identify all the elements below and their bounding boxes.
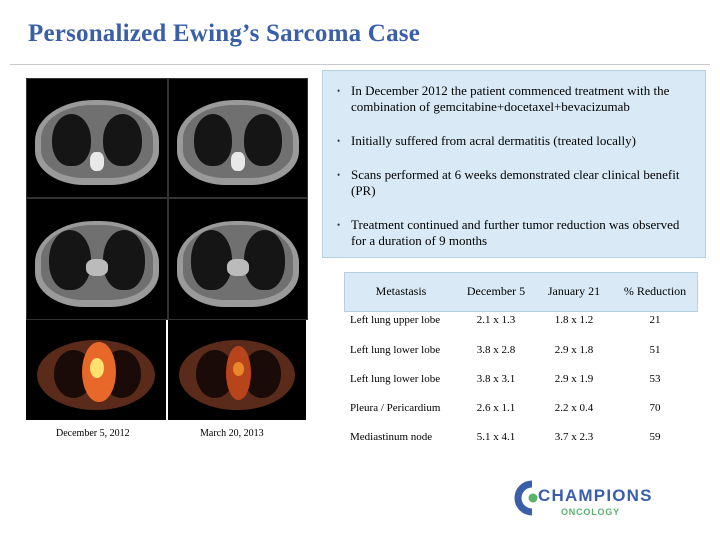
scan-caption-left: December 5, 2012 xyxy=(56,428,130,439)
pet-scan-right xyxy=(168,320,306,420)
table-header-row xyxy=(344,272,698,312)
table-cell: 59 xyxy=(649,431,661,443)
table-cell: 3.8 x 3.1 xyxy=(476,373,516,385)
table-header-jan21: January 21 xyxy=(547,284,601,298)
table-cell: Left lung upper lobe xyxy=(350,314,441,326)
ct-scan-upper-right xyxy=(168,78,308,198)
ct-scan-middle-right xyxy=(168,198,308,320)
table-cell: Mediastinum node xyxy=(350,431,433,443)
table-cell: 70 xyxy=(649,402,661,414)
table-cell: Left lung lower lobe xyxy=(350,344,441,356)
ct-scan-middle-left xyxy=(26,198,168,320)
bullet-marker: • xyxy=(337,86,341,96)
table-cell: 2.6 x 1.1 xyxy=(476,402,516,414)
bullet-text: Scans performed at 6 weeks demonstrated … xyxy=(351,167,680,198)
logo-subtitle: ONCOLOGY xyxy=(561,507,620,517)
slide-title: Personalized Ewing’s Sarcoma Case xyxy=(28,20,420,47)
table-cell: 53 xyxy=(649,373,661,385)
table-header-dec5: December 5 xyxy=(466,284,526,298)
table-cell: Pleura / Pericardium xyxy=(350,402,441,414)
title-divider xyxy=(10,64,710,65)
table-header-metastasis: Metastasis xyxy=(375,284,427,298)
table-cell: 3.7 x 2.3 xyxy=(554,431,594,443)
bullet-item: • Treatment continued and further tumor … xyxy=(337,217,697,249)
champions-logo-icon xyxy=(514,480,538,516)
bullet-marker: • xyxy=(337,136,341,146)
bullet-item: • In December 2012 the patient commenced… xyxy=(337,83,697,115)
table-cell: 3.8 x 2.8 xyxy=(476,344,516,356)
table-header-reduction: % Reduction xyxy=(623,284,687,298)
bullet-marker: • xyxy=(337,170,341,180)
table-cell: 2.9 x 1.8 xyxy=(554,344,594,356)
bullet-text: Initially suffered from acral dermatitis… xyxy=(351,133,636,148)
bullet-item: • Scans performed at 6 weeks demonstrate… xyxy=(337,167,697,199)
bullet-text: In December 2012 the patient commenced t… xyxy=(351,83,670,114)
bullet-box: • In December 2012 the patient commenced… xyxy=(322,70,706,258)
bullet-text: Treatment continued and further tumor re… xyxy=(351,217,680,248)
scan-caption-right: March 20, 2013 xyxy=(200,428,264,439)
table-cell: 2.2 x 0.4 xyxy=(554,402,594,414)
table-cell: 51 xyxy=(649,344,661,356)
bullet-item: • Initially suffered from acral dermatit… xyxy=(337,133,697,149)
ct-scan-upper-left xyxy=(26,78,168,198)
bullet-marker: • xyxy=(337,220,341,230)
table-cell: Left lung lower lobe xyxy=(350,373,441,385)
pet-scan-left xyxy=(26,320,166,420)
table-cell: 21 xyxy=(649,314,661,326)
table-cell: 5.1 x 4.1 xyxy=(476,431,516,443)
logo-wordmark: CHAMPIONS xyxy=(538,486,653,505)
table-cell: 1.8 x 1.2 xyxy=(554,314,594,326)
table-cell: 2.9 x 1.9 xyxy=(554,373,594,385)
table-cell: 2.1 x 1.3 xyxy=(476,314,516,326)
